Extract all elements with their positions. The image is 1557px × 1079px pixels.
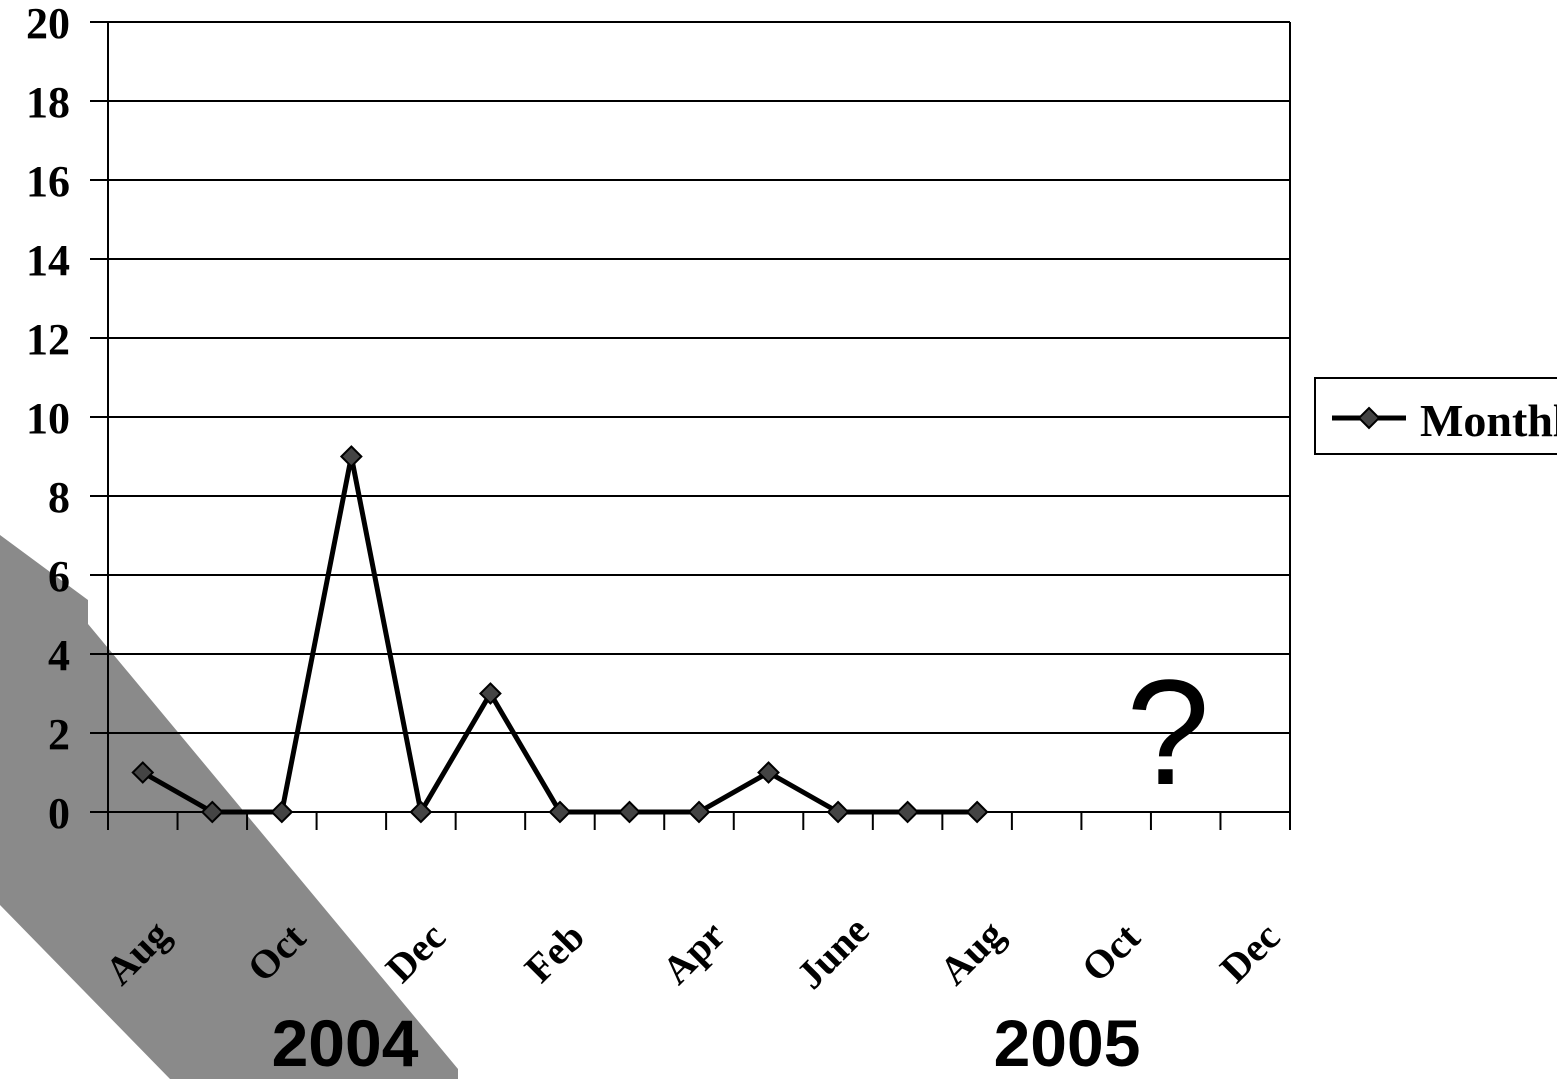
x-tick-label-dec: Dec	[377, 914, 454, 991]
data-point-marker	[687, 800, 711, 824]
axes	[107, 22, 1291, 830]
data-point-marker	[478, 682, 502, 705]
data-point-marker	[896, 800, 920, 824]
data-point-marker	[757, 761, 780, 784]
data-point-marker	[131, 761, 155, 784]
data-point-marker	[548, 800, 572, 824]
data-point-marker	[200, 800, 224, 824]
y-tick-label-0: 0	[48, 789, 70, 838]
y-tick-label-14: 14	[26, 236, 70, 285]
question-annotation: ?	[1126, 648, 1209, 816]
y-tick-label-18: 18	[26, 78, 70, 127]
y-tick-label-2: 2	[48, 710, 70, 759]
legend: Monthl	[1314, 377, 1557, 455]
year-label-2005: 2005	[994, 1006, 1141, 1079]
x-tick-label-apr: Apr	[653, 912, 734, 993]
year-label-2004: 2004	[272, 1006, 419, 1079]
series-line-monthly	[141, 454, 978, 815]
data-point-marker	[965, 800, 989, 824]
legend-label: Monthl	[1420, 395, 1557, 446]
x-tick-label-oct: Oct	[1073, 914, 1149, 990]
x-tick-label-june: June	[788, 907, 878, 997]
x-tick-labels: Aug Oct Dec Feb Apr June Aug Oct Dec	[96, 907, 1288, 997]
legend-marker-icon	[1357, 406, 1381, 430]
y-tick-label-6: 6	[48, 552, 70, 601]
grid-lines	[90, 21, 1290, 813]
data-point-marker	[826, 800, 850, 824]
data-point-marker	[618, 800, 641, 824]
y-tick-label-10: 10	[26, 394, 70, 443]
y-tick-label-20: 20	[26, 0, 70, 48]
x-tick-label-dec: Dec	[1211, 914, 1288, 991]
series-markers	[131, 445, 989, 824]
gray-watermark-overlay	[0, 535, 458, 1079]
y-tick-label-4: 4	[48, 631, 70, 680]
data-point-marker	[339, 445, 363, 468]
x-tick-label-feb: Feb	[516, 914, 593, 991]
data-point-marker	[409, 800, 433, 824]
y-tick-label-12: 12	[26, 315, 70, 364]
y-tick-labels: 0 2 4 6 8 10 12 14 16 18 20	[26, 0, 70, 838]
y-tick-label-16: 16	[26, 157, 70, 206]
data-point-marker	[270, 800, 294, 824]
x-tick-label-aug: Aug	[931, 911, 1013, 993]
y-tick-label-8: 8	[48, 473, 70, 522]
